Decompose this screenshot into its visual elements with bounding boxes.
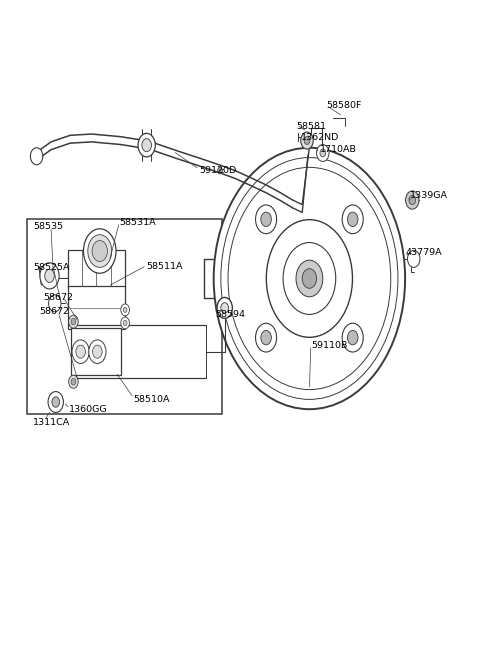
- Circle shape: [48, 392, 63, 413]
- Text: 1339GA: 1339GA: [410, 191, 448, 200]
- Text: 1360GG: 1360GG: [69, 405, 108, 415]
- Text: 58580F: 58580F: [326, 101, 361, 110]
- Circle shape: [84, 229, 116, 273]
- Text: 59120D: 59120D: [199, 166, 237, 175]
- Circle shape: [221, 158, 398, 400]
- Circle shape: [123, 320, 127, 326]
- Circle shape: [72, 340, 89, 364]
- Bar: [71, 328, 121, 375]
- Text: 58581: 58581: [297, 122, 326, 131]
- Circle shape: [217, 168, 222, 174]
- Circle shape: [69, 375, 78, 388]
- Text: 58525A: 58525A: [33, 263, 70, 272]
- Text: 58535: 58535: [33, 222, 63, 231]
- Text: 1311CA: 1311CA: [33, 418, 71, 427]
- Circle shape: [408, 250, 420, 267]
- Circle shape: [71, 379, 76, 385]
- Circle shape: [45, 269, 54, 282]
- Circle shape: [89, 340, 106, 364]
- Circle shape: [221, 303, 228, 313]
- Text: 59110B: 59110B: [311, 341, 347, 350]
- Bar: [27, 219, 222, 414]
- Circle shape: [88, 234, 112, 267]
- Circle shape: [283, 242, 336, 314]
- Circle shape: [93, 345, 102, 358]
- Bar: [68, 250, 125, 288]
- Circle shape: [266, 219, 352, 337]
- Circle shape: [348, 331, 358, 345]
- Circle shape: [142, 139, 152, 152]
- Text: 58531A: 58531A: [120, 218, 156, 227]
- Circle shape: [48, 295, 61, 312]
- Circle shape: [69, 315, 78, 328]
- Circle shape: [121, 317, 130, 329]
- Circle shape: [255, 205, 276, 234]
- Circle shape: [138, 134, 156, 157]
- Text: 1362ND: 1362ND: [301, 134, 340, 142]
- Circle shape: [406, 191, 419, 209]
- Circle shape: [76, 345, 85, 358]
- Bar: [68, 286, 125, 329]
- Circle shape: [217, 297, 232, 318]
- Text: 58511A: 58511A: [147, 261, 183, 271]
- Circle shape: [304, 137, 310, 145]
- Circle shape: [228, 168, 391, 390]
- Circle shape: [30, 148, 43, 165]
- Circle shape: [301, 132, 313, 149]
- Circle shape: [71, 318, 76, 325]
- Circle shape: [92, 240, 108, 261]
- Circle shape: [255, 324, 276, 352]
- Circle shape: [121, 304, 130, 316]
- Circle shape: [296, 260, 323, 297]
- Text: 58672: 58672: [39, 307, 69, 316]
- Text: 43779A: 43779A: [405, 248, 442, 257]
- Circle shape: [302, 269, 317, 288]
- Circle shape: [317, 145, 329, 162]
- Circle shape: [409, 195, 416, 204]
- Circle shape: [214, 148, 405, 409]
- Circle shape: [261, 331, 271, 345]
- Circle shape: [320, 149, 325, 157]
- Text: 58510A: 58510A: [134, 395, 170, 404]
- Text: 58594: 58594: [215, 310, 245, 319]
- Circle shape: [348, 212, 358, 227]
- Text: 1710AB: 1710AB: [321, 145, 357, 154]
- Circle shape: [261, 212, 271, 227]
- Text: 58672: 58672: [44, 293, 74, 302]
- Circle shape: [40, 263, 59, 289]
- Circle shape: [123, 307, 127, 312]
- Circle shape: [342, 205, 363, 234]
- Circle shape: [52, 397, 60, 407]
- Circle shape: [342, 324, 363, 352]
